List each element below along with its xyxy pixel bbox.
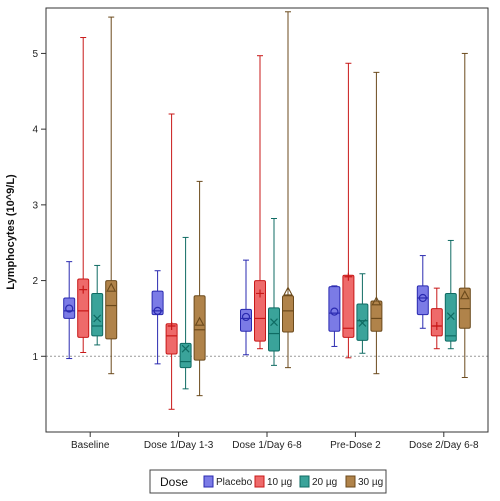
y-axis-label: Lymphocytes (10^9/L): [5, 174, 17, 290]
mean-marker: [167, 322, 176, 330]
iqr-box: [416, 285, 429, 316]
mean-marker: [65, 304, 74, 313]
box-circle: [151, 270, 164, 365]
x-tick-label: Baseline: [71, 440, 110, 451]
x-tick-label: Pre-Dose 2: [330, 440, 381, 451]
box-x: [268, 217, 280, 366]
y-tick-label: 4: [32, 125, 38, 136]
mean-marker: [153, 306, 162, 315]
y-tick-label: 2: [32, 276, 38, 287]
legend-label: Placebo: [216, 477, 253, 488]
mean-marker: [344, 272, 353, 281]
legend: Dose Placebo 10 µg 20 µg 30 µg: [149, 469, 387, 494]
mean-marker: [446, 312, 455, 321]
box-triangle: [282, 11, 294, 369]
legend-swatch: [203, 475, 214, 488]
iqr-box: [370, 300, 383, 332]
y-tick-label: 1: [32, 352, 38, 363]
iqr-box: [63, 297, 76, 319]
iqr-box: [179, 342, 192, 369]
box-plus: [77, 37, 90, 353]
iqr-box: [254, 280, 266, 342]
box-circle: [63, 261, 76, 360]
iqr-box: [91, 292, 104, 337]
axes: 1 2 3 4 5 Baseline Dose 1/Day 1-3 Dose 1/Day 6-…: [32, 7, 489, 451]
box-circle: [328, 285, 341, 347]
box-plus: [254, 55, 266, 350]
mean-marker: [283, 286, 293, 296]
mean-marker: [459, 290, 470, 300]
x-tick-label: Dose 1/Day 1-3: [144, 440, 214, 451]
mean-marker: [371, 296, 382, 306]
legend-label: 30 µg: [358, 477, 383, 488]
mean-marker: [106, 282, 117, 292]
legend-label: 10 µg: [267, 477, 292, 488]
mean-marker: [256, 289, 264, 298]
box-triangle: [370, 71, 383, 375]
mean-marker: [358, 319, 367, 327]
iqr-box: [328, 286, 341, 332]
legend-swatch: [345, 475, 356, 488]
box-plus: [342, 62, 355, 359]
legend-swatch: [254, 475, 265, 488]
box-x: [91, 264, 104, 346]
iqr-box: [105, 280, 118, 340]
box-x: [179, 236, 192, 390]
x-tick-label: Dose 1/Day 6-8: [232, 440, 302, 451]
mean-marker: [418, 293, 427, 303]
iqr-box: [282, 295, 294, 333]
legend-label: 20 µg: [312, 477, 337, 488]
mean-marker: [330, 307, 339, 316]
mean-marker: [181, 344, 190, 353]
y-tick-label: 3: [32, 200, 38, 211]
box-triangle: [193, 180, 206, 397]
mean-marker: [432, 322, 441, 330]
iqr-box: [193, 295, 206, 361]
mean-marker: [93, 314, 102, 323]
mean-marker: [241, 312, 251, 322]
iqr-box: [444, 292, 457, 342]
iqr-box: [77, 278, 90, 338]
box-x: [356, 273, 369, 354]
box-plus: [430, 287, 443, 350]
box-circle: [416, 255, 429, 329]
plot-frame: [45, 7, 489, 433]
iqr-box: [268, 307, 280, 352]
mean-marker: [79, 285, 88, 294]
box-triangle: [105, 16, 118, 375]
mean-marker: [194, 316, 205, 326]
mean-marker: [270, 318, 278, 327]
box-plus: [165, 113, 178, 410]
x-tick-label: Dose 2/Day 6-8: [409, 440, 479, 451]
legend-title: Dose: [160, 475, 188, 489]
box-circle: [240, 259, 252, 356]
box-triangle: [458, 52, 471, 378]
box-x: [444, 239, 457, 350]
plot-area: [46, 11, 488, 410]
y-tick-label: 5: [32, 49, 38, 60]
legend-swatch: [299, 475, 310, 488]
